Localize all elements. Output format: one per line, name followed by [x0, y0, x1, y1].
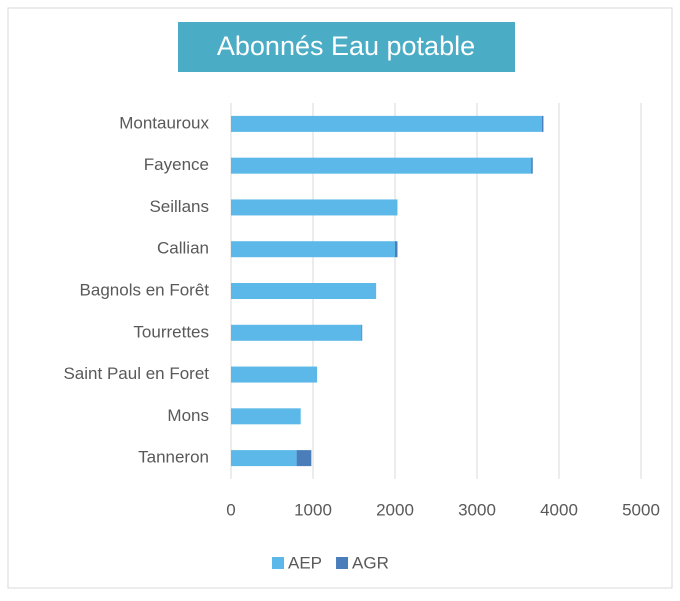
bar [296, 450, 312, 467]
bar [231, 450, 297, 467]
title-box [178, 22, 515, 72]
y-tick-label: Montauroux [119, 113, 209, 132]
bar [231, 283, 377, 299]
bar [231, 324, 362, 341]
y-tick-label: Fayence [144, 155, 209, 174]
x-tick-label: 5000 [622, 500, 660, 519]
chart-title: Abonnés Eau potable [217, 31, 475, 61]
y-tick-label: Saint Paul en Foret [63, 364, 209, 383]
y-tick-label: Bagnols en Forêt [80, 280, 210, 299]
bar [395, 241, 398, 258]
y-tick-label: Seillans [149, 197, 209, 216]
bar [361, 324, 363, 341]
bar [531, 157, 533, 174]
x-tick-label: 0 [226, 500, 235, 519]
legend-label: AEP [288, 553, 322, 572]
bar [231, 408, 301, 425]
y-tick-label: Mons [167, 406, 209, 425]
x-tick-label: 4000 [540, 500, 578, 519]
y-tick-label: Tourrettes [133, 322, 209, 341]
legend-swatch [272, 557, 284, 569]
x-tick-label: 1000 [294, 500, 332, 519]
x-tick-label: 2000 [376, 500, 414, 519]
legend-swatch [336, 557, 349, 569]
bar [231, 366, 318, 383]
y-tick-label: Callian [157, 239, 209, 258]
y-tick-label: Tanneron [138, 448, 209, 467]
bar [541, 115, 544, 132]
bar [231, 199, 398, 216]
bar [231, 157, 532, 174]
bar [231, 115, 542, 132]
bar [231, 241, 395, 258]
legend-label: AGR [352, 553, 389, 572]
x-tick-label: 3000 [458, 500, 496, 519]
